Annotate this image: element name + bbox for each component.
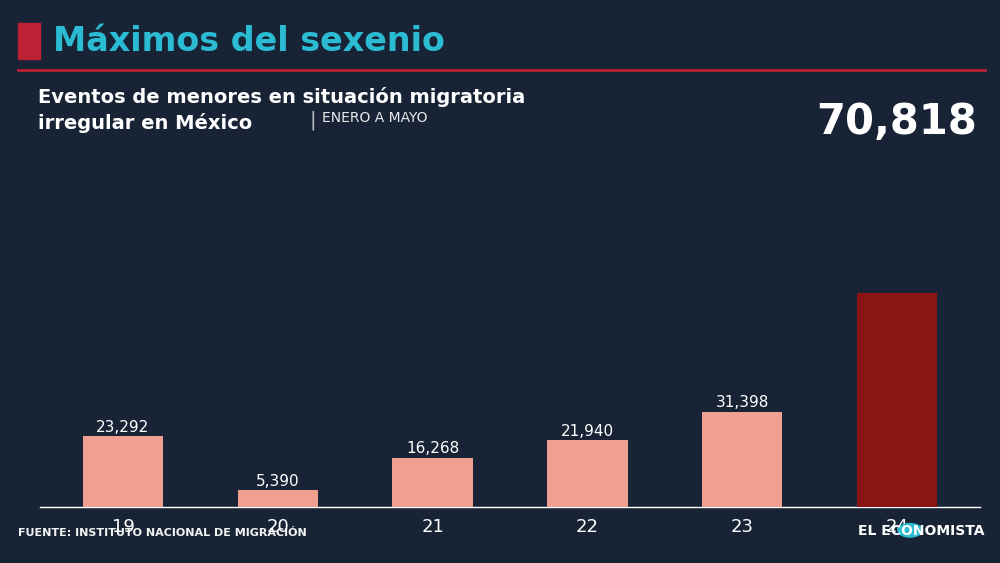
Text: 31,398: 31,398	[716, 395, 769, 410]
Text: 16,268: 16,268	[406, 441, 459, 455]
Text: irregular en México: irregular en México	[38, 113, 252, 133]
Bar	[392, 458, 473, 507]
Text: 21,940: 21,940	[561, 423, 614, 439]
Text: Eventos de menores en situación migratoria: Eventos de menores en situación migrator…	[38, 87, 525, 108]
Text: FUENTE: INSTITUTO NACIONAL DE MIGRACIÓN: FUENTE: INSTITUTO NACIONAL DE MIGRACIÓN	[18, 528, 307, 538]
Bar	[547, 440, 628, 507]
Bar	[702, 412, 782, 507]
Text: 5,390: 5,390	[256, 473, 300, 489]
Bar	[857, 293, 937, 507]
Text: EL ECONOMISTA: EL ECONOMISTA	[858, 524, 985, 538]
Text: ENERO A MAYO: ENERO A MAYO	[322, 111, 428, 125]
Text: 70,818: 70,818	[817, 101, 977, 144]
Bar	[238, 490, 318, 507]
Text: Máximos del sexenio: Máximos del sexenio	[53, 25, 445, 59]
Text: 23,292: 23,292	[96, 419, 150, 435]
Text: |: |	[310, 111, 317, 131]
Bar	[83, 436, 163, 507]
